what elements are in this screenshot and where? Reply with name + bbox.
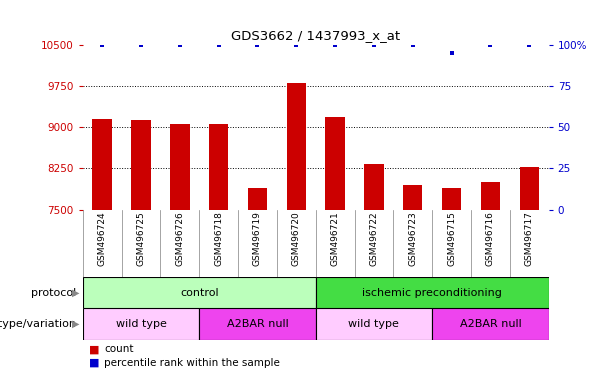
Bar — [316, 308, 432, 340]
Point — [175, 41, 185, 48]
Bar — [481, 182, 500, 210]
Point — [136, 41, 146, 48]
Text: wild type: wild type — [349, 319, 399, 329]
Bar — [403, 185, 422, 210]
Point — [485, 41, 495, 48]
Text: ■: ■ — [89, 344, 103, 354]
Text: percentile rank within the sample: percentile rank within the sample — [104, 358, 280, 368]
Text: ischemic preconditioning: ischemic preconditioning — [362, 288, 502, 298]
Text: GSM496718: GSM496718 — [214, 211, 223, 266]
Point — [408, 41, 417, 48]
Text: A2BAR null: A2BAR null — [227, 319, 288, 329]
Bar — [209, 124, 228, 210]
Point — [253, 41, 262, 48]
Bar — [83, 277, 316, 308]
Bar — [432, 308, 549, 340]
Text: GSM496726: GSM496726 — [175, 211, 185, 266]
Text: wild type: wild type — [116, 319, 166, 329]
Point — [369, 41, 379, 48]
Point — [97, 41, 107, 48]
Bar — [519, 167, 539, 210]
Bar — [287, 83, 306, 210]
Text: GSM496723: GSM496723 — [408, 211, 417, 266]
Text: ▶: ▶ — [72, 288, 80, 298]
Title: GDS3662 / 1437993_x_at: GDS3662 / 1437993_x_at — [231, 29, 400, 42]
Bar — [83, 308, 199, 340]
Text: GSM496722: GSM496722 — [370, 211, 378, 266]
Bar — [364, 164, 384, 210]
Text: GSM496719: GSM496719 — [253, 211, 262, 266]
Text: GSM496724: GSM496724 — [97, 211, 107, 266]
Text: A2BAR null: A2BAR null — [460, 319, 521, 329]
Bar — [442, 188, 462, 210]
Text: GSM496721: GSM496721 — [330, 211, 340, 266]
Text: genotype/variation: genotype/variation — [0, 319, 80, 329]
Bar — [93, 119, 112, 210]
Bar — [316, 277, 549, 308]
Text: count: count — [104, 344, 134, 354]
Text: GSM496720: GSM496720 — [292, 211, 301, 266]
Text: GSM496716: GSM496716 — [486, 211, 495, 266]
Point — [524, 41, 534, 48]
Point — [447, 50, 457, 56]
Point — [291, 41, 301, 48]
Bar — [326, 117, 345, 210]
Text: protocol: protocol — [31, 288, 80, 298]
Text: control: control — [180, 288, 219, 298]
Text: GSM496725: GSM496725 — [137, 211, 145, 266]
Bar — [199, 308, 316, 340]
Text: GSM496717: GSM496717 — [525, 211, 534, 266]
Point — [214, 41, 224, 48]
Bar — [131, 121, 151, 210]
Text: GSM496715: GSM496715 — [447, 211, 456, 266]
Bar — [170, 124, 189, 210]
Text: ■: ■ — [89, 358, 103, 368]
Text: ▶: ▶ — [72, 319, 80, 329]
Point — [330, 41, 340, 48]
Bar — [248, 188, 267, 210]
